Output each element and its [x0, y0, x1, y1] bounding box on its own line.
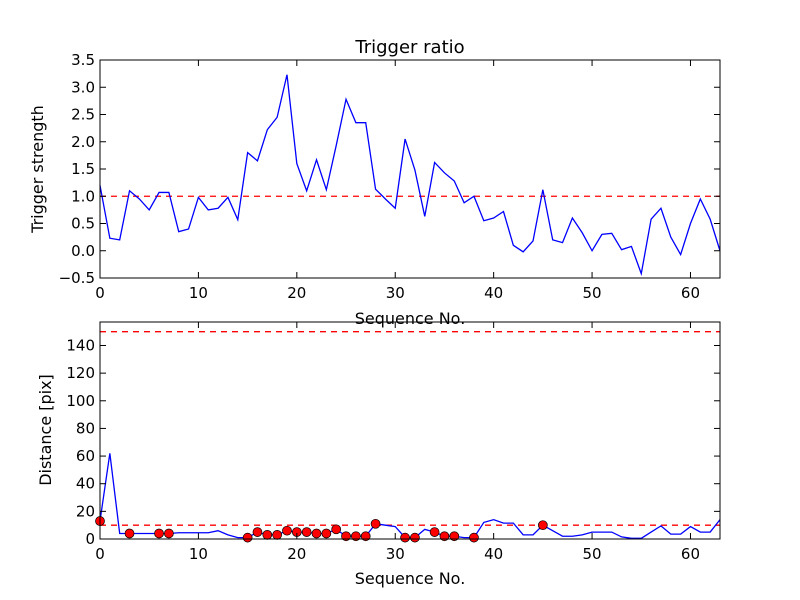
data-point-marker	[469, 532, 479, 543]
data-point-marker	[164, 528, 174, 539]
x-tick-label: 50	[583, 545, 602, 563]
x-axis-label: Sequence No.	[355, 309, 466, 328]
data-point-marker	[311, 528, 322, 539]
x-tick-label: 40	[484, 284, 503, 302]
y-tick-label: 1.5	[71, 160, 95, 178]
data-point-marker	[282, 525, 292, 536]
y-tick-label: 0.0	[71, 242, 95, 260]
y-tick-label: 2.5	[71, 106, 95, 124]
data-point-marker	[449, 531, 460, 542]
y-tick-label: 40	[76, 475, 95, 493]
data-point-marker	[410, 532, 420, 543]
x-axis-label: Sequence No.	[355, 569, 466, 588]
data-point-marker	[351, 531, 361, 542]
data-point-marker	[242, 532, 253, 543]
y-tick-label: 1.0	[71, 187, 95, 205]
y-tick-label: 60	[76, 447, 95, 465]
chart-title: Trigger ratio	[354, 37, 464, 58]
distance-axes: Sequence No. Distance [pix] 0 10 20 30 40 50 6…	[36, 321, 721, 588]
y-tick-label: 2.0	[71, 133, 95, 151]
data-point-marker	[370, 518, 381, 529]
y-tick-label: 80	[76, 419, 95, 437]
data-series-line	[99, 74, 721, 277]
x-tick-label: 0	[95, 284, 105, 302]
y-tick-label: 3.5	[71, 51, 95, 69]
y-tick-label: 140	[66, 336, 95, 354]
data-point-marker	[262, 530, 273, 540]
axes-frame	[99, 321, 721, 540]
x-tick-label: 20	[287, 284, 306, 302]
data-series-line	[99, 453, 721, 539]
y-axis-label: Distance [pix]	[36, 374, 55, 486]
x-tick-label: 30	[386, 545, 405, 563]
y-tick-label: 3.0	[71, 78, 95, 96]
x-tick-label: 10	[189, 284, 208, 302]
trigger-ratio-axes: Trigger ratio Sequence No. Trigger stren…	[28, 37, 721, 328]
y-tick-label: 20	[76, 502, 95, 520]
y-axis-label: Trigger strength	[28, 105, 47, 234]
data-point-marker	[124, 528, 135, 539]
x-tick-label: 10	[189, 545, 208, 563]
x-tick-label: 40	[484, 545, 503, 563]
x-tick-label: 60	[681, 284, 700, 302]
data-point-marker	[429, 527, 440, 537]
x-tick-label: 0	[95, 545, 105, 563]
x-tick-label: 60	[681, 545, 700, 563]
y-tick-label: 120	[66, 364, 95, 382]
x-tick-label: 20	[287, 545, 306, 563]
data-point-marker	[321, 528, 332, 539]
data-point-marker	[360, 531, 371, 542]
data-point-marker	[272, 530, 282, 540]
data-point-marker	[400, 532, 410, 543]
x-tick-label: 50	[583, 284, 602, 302]
y-tick-label: −0.5	[59, 269, 95, 287]
data-point-marker	[252, 527, 263, 537]
data-point-marker	[331, 524, 342, 535]
y-tick-label: 0	[85, 530, 95, 548]
data-point-marker	[301, 527, 312, 537]
y-tick-label: 0.5	[71, 215, 95, 233]
data-point-marker	[538, 520, 548, 531]
data-point-marker	[341, 531, 351, 542]
data-point-marker	[439, 531, 450, 542]
x-tick-label: 30	[386, 284, 405, 302]
data-point-marker	[154, 528, 164, 539]
y-tick-label: 100	[66, 392, 95, 410]
